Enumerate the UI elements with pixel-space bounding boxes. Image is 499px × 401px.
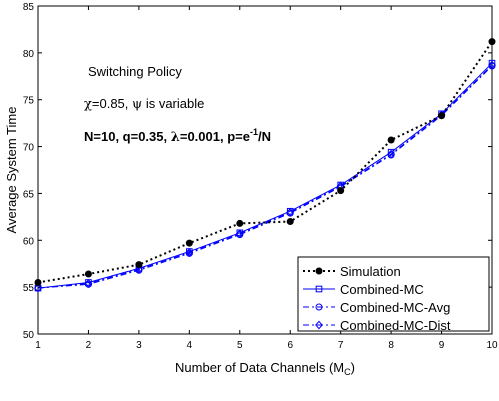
data-point-simulation (34, 278, 42, 286)
data-point-combined-mc-dist (387, 149, 395, 159)
y-axis-ticks: 50 55 60 65 70 75 80 85 (23, 2, 492, 341)
legend-entry-combined-mc-avg: Combined-MC-Avg (303, 300, 450, 315)
data-point-combined-mc-dist (488, 60, 496, 70)
psi-symbol: ψ (132, 97, 142, 112)
x-tick-label: 2 (86, 340, 92, 351)
legend-marker (315, 303, 323, 311)
annotation-line-3: N=10, q=0.35, λ=0.001, p=e-1/N (84, 127, 271, 145)
data-point-simulation (387, 136, 395, 144)
data-point-combined-mc-dist (235, 229, 244, 239)
lambda-symbol: λ (171, 130, 180, 145)
legend: Simulation Combined-MC Combined-MC-Avg Comb… (297, 256, 490, 333)
data-point-combined-mc-dist (185, 248, 194, 257)
legend-marker (315, 320, 323, 330)
x-tick-label: 8 (388, 340, 394, 351)
y-tick-label: 65 (23, 189, 35, 200)
data-point-simulation (135, 261, 143, 269)
data-point-simulation (185, 239, 193, 247)
legend-marker (315, 285, 323, 293)
legend-box (297, 256, 490, 332)
x-tick-label: 1 (35, 340, 41, 351)
annotation-line-3-b: =0.001, p=e (180, 129, 250, 144)
y-tick-label: 55 (23, 283, 35, 294)
annotation-line-2-mid: =0.85, (92, 96, 132, 111)
y-tick-label: 50 (23, 330, 35, 341)
annotation-line-2-end: is variable (142, 96, 204, 111)
data-point-combined-mc-dist (34, 283, 42, 293)
legend-entry-simulation: Simulation (303, 264, 401, 279)
annotation-line-3-c: /N (258, 129, 271, 144)
data-point-simulation (438, 112, 446, 120)
data-point-combined-mc-dist (84, 279, 93, 288)
x-axis-label-sub: C (344, 367, 351, 377)
y-tick-label: 75 (23, 96, 35, 107)
data-point-simulation (488, 38, 496, 46)
x-tick-label: 3 (136, 340, 142, 351)
series-layer (34, 38, 496, 293)
x-tick-label: 9 (439, 340, 445, 351)
legend-entries: Simulation Combined-MC Combined-MC-Avg Comb… (303, 264, 451, 333)
data-point-combined-mc (488, 59, 496, 67)
y-tick-label: 70 (23, 143, 35, 154)
y-axis-label: Average System Time (4, 107, 19, 234)
x-tick-label: 7 (338, 340, 344, 351)
legend-marker (315, 267, 323, 275)
legend-entry-combined-mc: Combined-MC (303, 282, 424, 297)
legend-label: Combined-MC (340, 282, 424, 297)
y-tick-label: 60 (23, 236, 35, 247)
annotation-line-3-a: N=10, q=0.35, (84, 129, 171, 144)
y-tick-label: 80 (23, 49, 35, 60)
x-tick-label: 10 (486, 340, 498, 351)
x-tick-label: 4 (187, 340, 193, 351)
data-point-simulation (236, 219, 244, 227)
data-point-simulation (286, 218, 294, 226)
legend-label: Combined-MC-Avg (340, 300, 450, 315)
y-tick-label: 85 (23, 2, 35, 13)
legend-entry-combined-mc-dist: Combined-MC-Dist (303, 318, 451, 333)
x-axis-label-close: ) (351, 360, 355, 375)
legend-label: Simulation (340, 264, 401, 279)
x-axis-label: Number of Data Channels (MC) (175, 360, 355, 377)
data-point-combined-mc-dist (135, 264, 143, 274)
annotation-line-2: χ=0.85, ψ is variable (84, 96, 204, 112)
legend-label: Combined-MC-Dist (340, 318, 451, 333)
x-axis-label-main: Number of Data Channels (M (175, 360, 344, 375)
annotation-line-1: Switching Policy (88, 64, 182, 79)
chi-symbol: χ (84, 97, 92, 112)
data-point-simulation (84, 270, 92, 278)
annotation-line-3-sup: -1 (250, 127, 258, 137)
series-simulation (34, 38, 496, 286)
x-tick-label: 6 (287, 340, 293, 351)
series-line-simulation (37, 41, 493, 284)
data-point-simulation (337, 187, 345, 195)
data-point-combined-mc-dist (286, 207, 295, 217)
x-tick-label: 5 (237, 340, 243, 351)
